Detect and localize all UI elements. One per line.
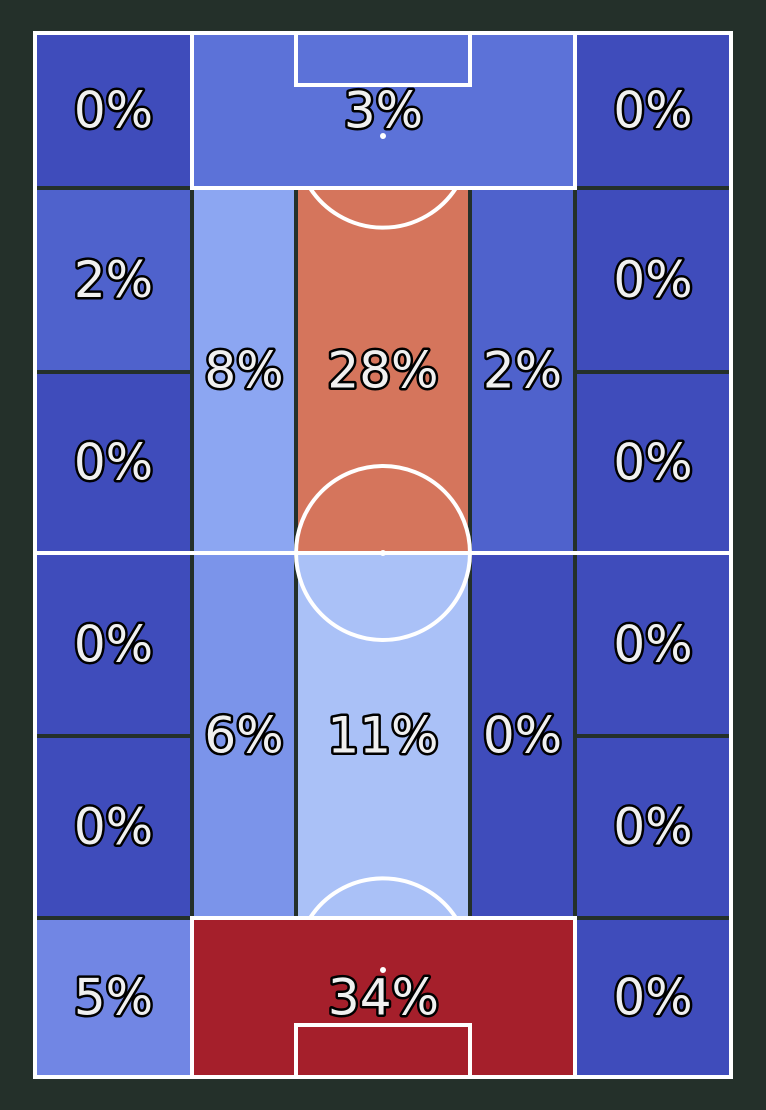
centre-circle [294,464,472,642]
zones-layer [33,31,733,1079]
top-penalty-spot [380,133,386,139]
zone-label-upper-right-inner: 2% [483,342,562,400]
centre-spot [380,550,386,556]
zone-label-upper-right-outer-2: 0% [613,434,692,492]
zone-cell-upper-right-outer-2 [573,370,733,555]
zone-label-upper-left-outer-1: 2% [74,251,153,309]
zone-label-lower-center: 11% [327,707,438,765]
bottom-penalty-spot [380,967,386,973]
zone-cell-lower-right-inner [468,551,577,920]
zone-cell-lower-center [294,551,472,920]
zone-label-bottom-right: 0% [613,969,692,1027]
zone-cell-lower-left-outer-2 [33,734,194,920]
bottom-penalty-arc [308,876,458,920]
zone-label-lower-left-outer-1: 0% [74,616,153,674]
zone-cell-lower-left-inner [190,551,298,920]
zone-cell-lower-right-outer-2 [573,734,733,920]
zone-cell-top-left [33,31,194,190]
zone-label-lower-right-inner: 0% [483,707,562,765]
zone-label-upper-left-inner: 8% [204,342,283,400]
zone-label-top-left: 0% [74,82,153,140]
zone-label-upper-center: 28% [327,342,438,400]
zone-label-lower-left-inner: 6% [204,707,283,765]
pitch-markings [33,31,733,1079]
zone-label-upper-right-outer-1: 0% [613,251,692,309]
zone-cell-bottom-left [33,916,194,1079]
zone-label-upper-left-outer-2: 0% [74,434,153,492]
top-penalty-arc [308,186,458,230]
zone-label-lower-right-outer-2: 0% [613,798,692,856]
zone-label-bottom-left: 5% [74,969,153,1027]
zone-cell-upper-right-outer-1 [573,186,733,374]
zone-cell-top-right [573,31,733,190]
zone-label-lower-right-outer-1: 0% [613,616,692,674]
zone-label-top-box: 3% [344,82,423,140]
zone-label-bottom-box: 34% [328,969,439,1027]
zone-labels: 0% 3% 0% 2% 0% 8% 28% 2% 0% 0% 0% 0% 6% 11% 0% 0% 0% 5% 34… [71,79,695,1029]
zone-label-top-right: 0% [613,82,692,140]
zone-label-lower-left-outer-2: 0% [74,798,153,856]
zone-cell-upper-right-inner [468,186,577,555]
zone-cell-lower-right-outer-1 [573,551,733,738]
